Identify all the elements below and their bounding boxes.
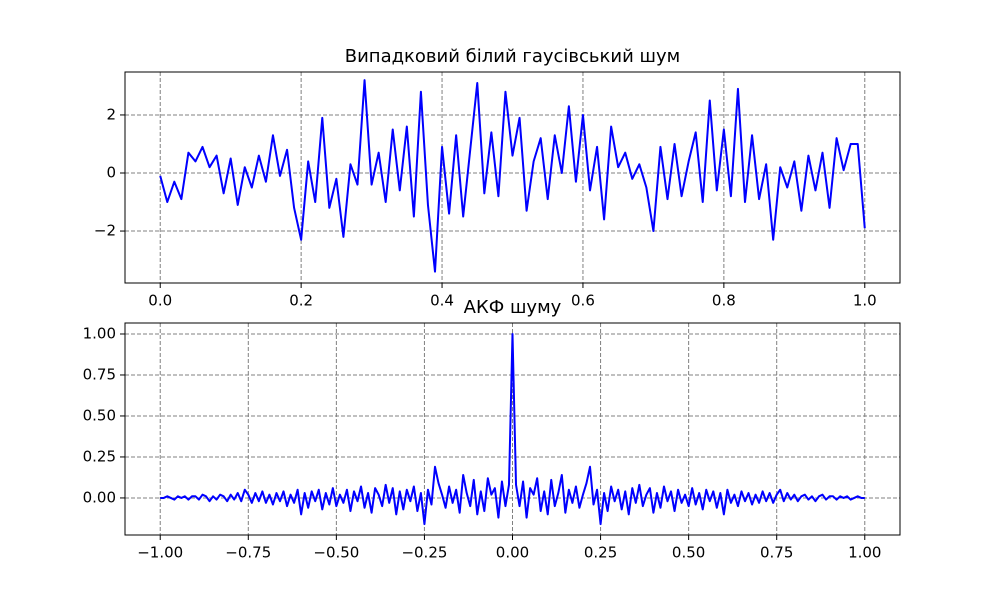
x-tick-label: 0.2: [289, 292, 313, 310]
y-tick-label: 0.25: [83, 447, 116, 465]
chart-title: Випадковий білий гаусівський шум: [345, 46, 680, 67]
x-tick-label: 1.00: [848, 544, 881, 562]
y-tick-label: 0.00: [83, 488, 116, 506]
y-tick-label: 0.50: [83, 406, 116, 424]
x-tick-label: 0.4: [430, 292, 454, 310]
x-tick-label: −1.00: [137, 544, 183, 562]
chart-title: АКФ шуму: [464, 297, 562, 318]
x-tick-label: 0.00: [496, 544, 529, 562]
y-tick-label: 0.75: [83, 365, 116, 383]
x-tick-label: 1.0: [853, 292, 877, 310]
x-tick-label: 0.50: [672, 544, 705, 562]
x-tick-label: −0.50: [313, 544, 359, 562]
noise-line: [160, 332, 865, 526]
axes-frame: [124, 322, 901, 536]
axes-frame: [124, 71, 901, 284]
x-tick-label: 0.8: [712, 292, 736, 310]
y-tick-label: −2: [94, 222, 116, 240]
x-tick-label: −0.25: [401, 544, 447, 562]
x-tick-label: −0.75: [225, 544, 271, 562]
x-tick-label: 0.75: [760, 544, 793, 562]
x-tick-label: 0.25: [584, 544, 617, 562]
y-tick-label: 0: [106, 164, 116, 182]
noise-line: [159, 79, 866, 273]
y-tick-label: 2: [106, 105, 116, 123]
x-tick-label: 0.6: [571, 292, 595, 310]
x-tick-label: 0.0: [148, 292, 172, 310]
y-tick-label: 1.00: [83, 324, 116, 342]
